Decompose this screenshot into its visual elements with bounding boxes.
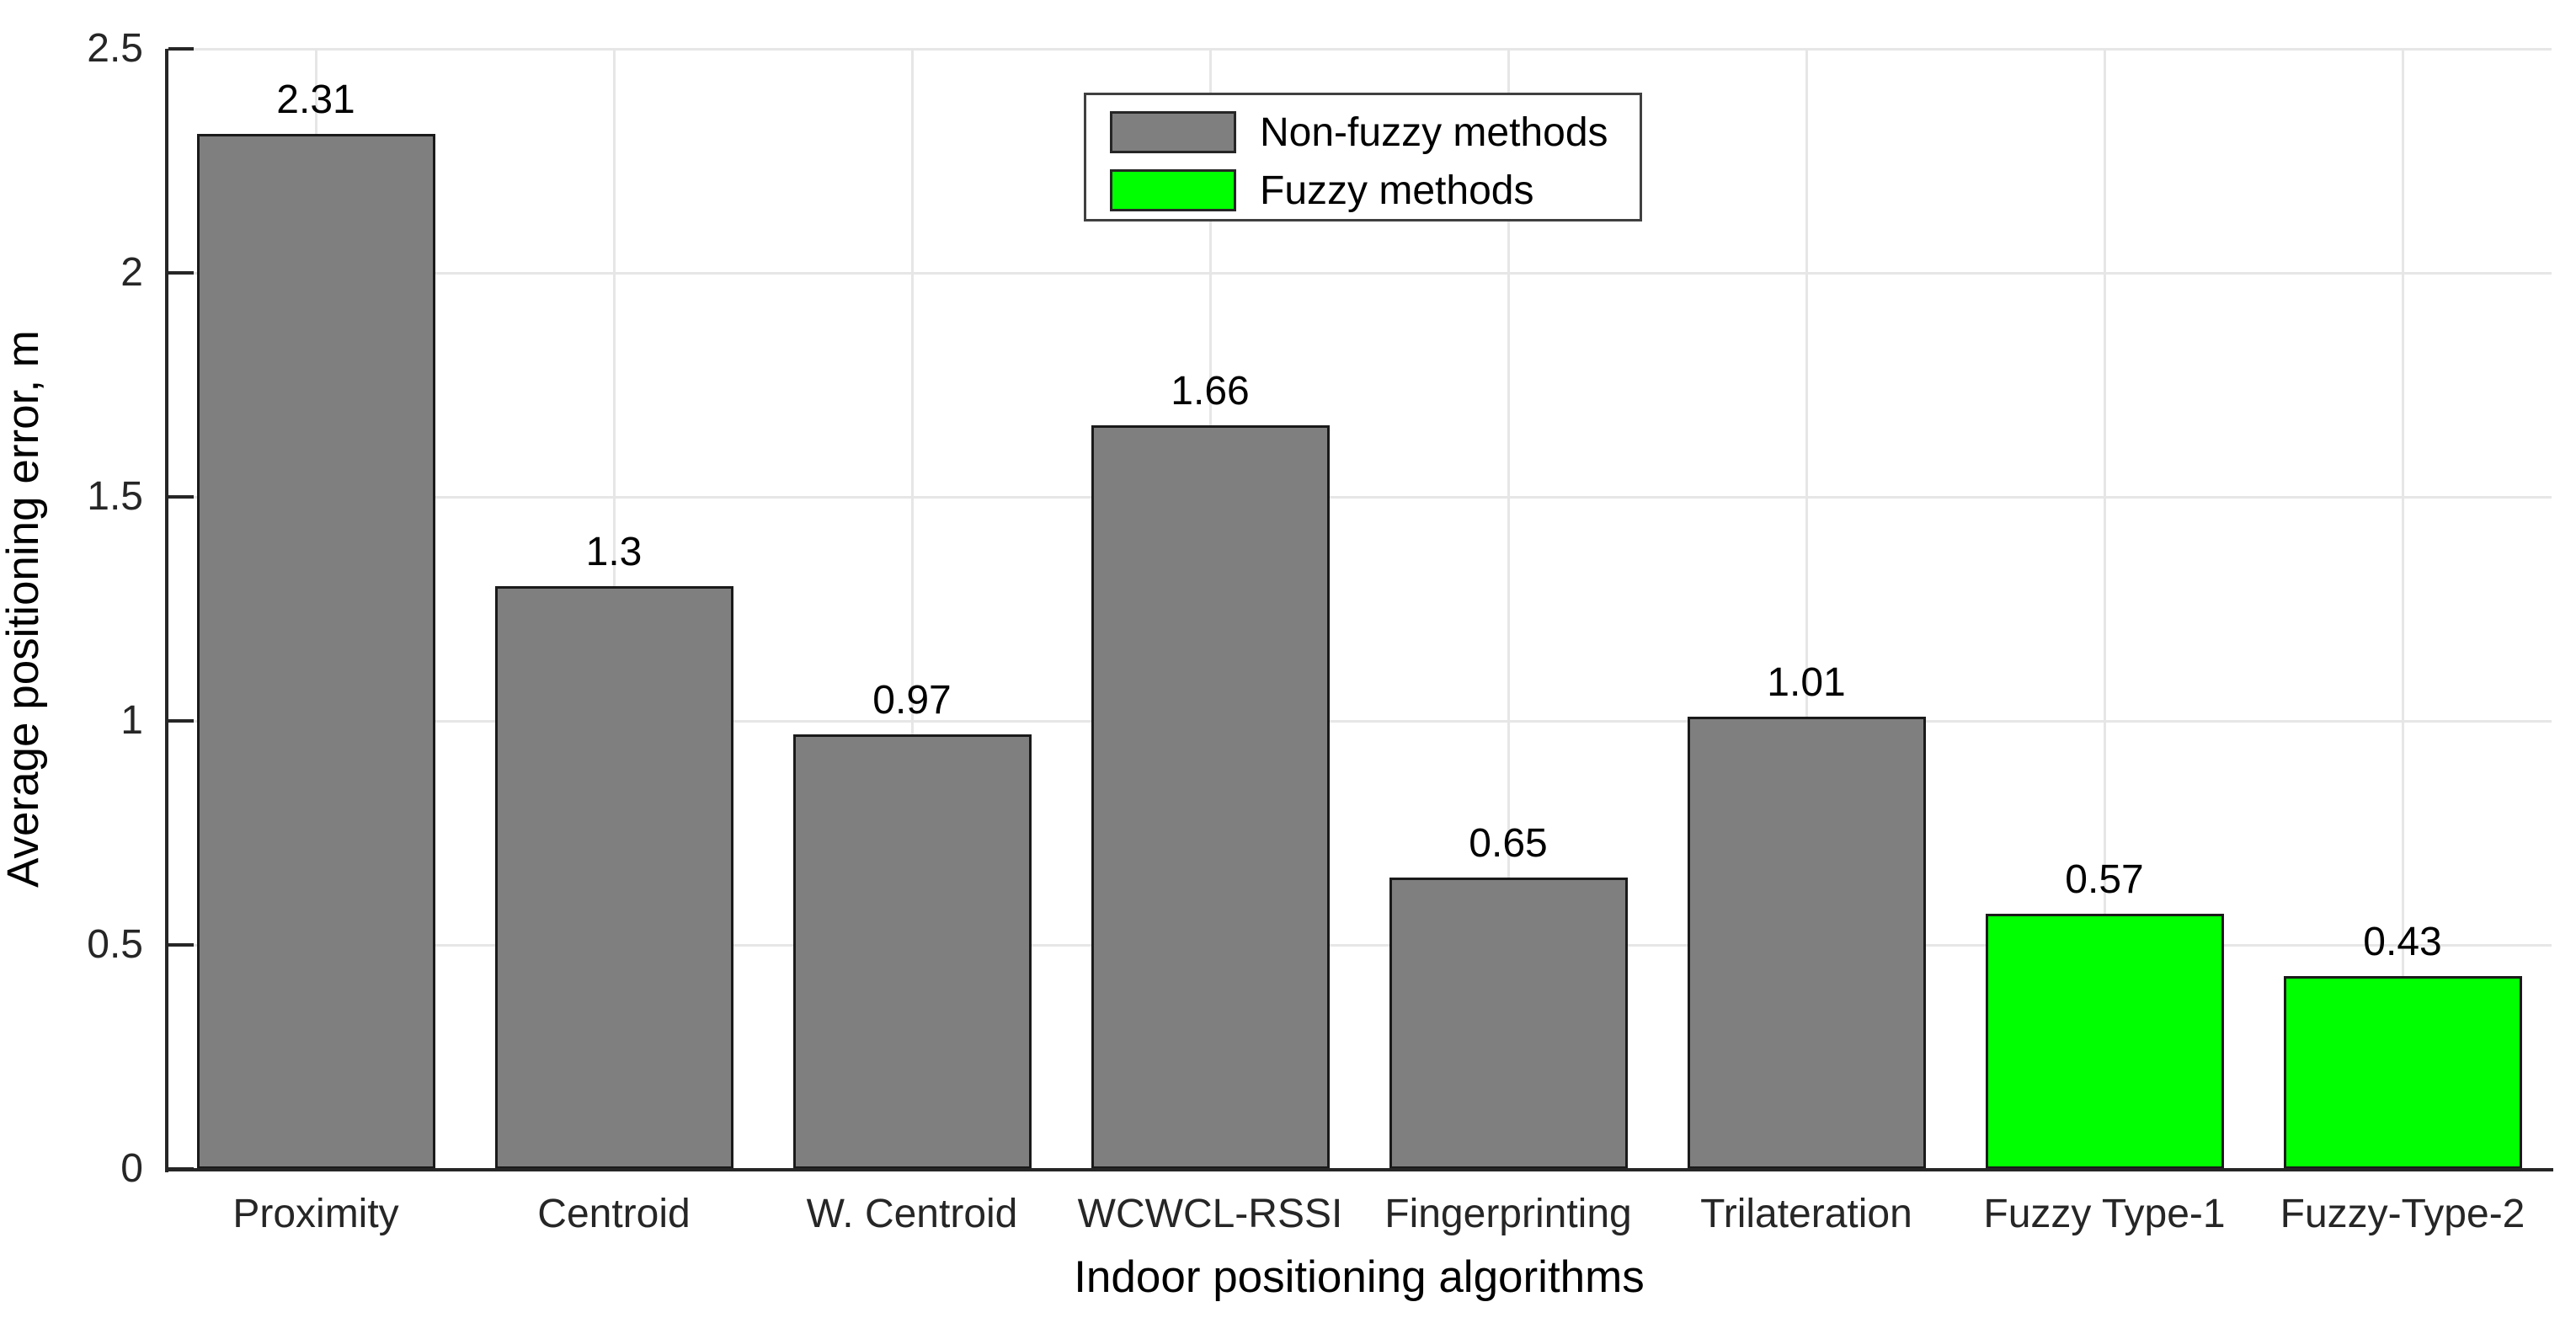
bar-fuzzy-type-1 [1985,913,2224,1169]
x-axis-line [165,1168,2553,1171]
bar-trilateration [1687,716,1926,1169]
gridline-horizontal [167,943,2552,947]
x-axis-title: Indoor positioning algorithms [1074,1252,1645,1302]
gridline-vertical [1507,49,1510,1169]
x-tick-label: W. Centroid [806,1192,1018,1236]
y-tick-label: 0 [120,1146,143,1191]
bar-value-label: 0.43 [2363,920,2442,965]
legend-entry-fuzzy-methods: Fuzzy methods [1110,167,1533,214]
bar-centroid [494,586,733,1169]
legend-label: Non-fuzzy methods [1260,109,1608,155]
gridline-vertical [2401,49,2404,1169]
legend-entry-non-fuzzy-methods: Non-fuzzy methods [1110,109,1608,156]
legend-swatch-fuzzy-methods [1110,169,1236,211]
y-tick-mark [168,943,194,947]
gridline-horizontal [167,495,2552,499]
y-axis-title: Average positioning error, m [0,330,48,888]
y-tick-mark [168,47,194,51]
gridline-horizontal [167,47,2552,51]
y-tick-label: 1.5 [87,474,143,519]
bar-value-label: 1.01 [1767,659,1846,705]
gridline-vertical [2103,49,2106,1169]
bar-w-centroid [792,734,1032,1169]
gridline-horizontal [167,271,2552,275]
bar-value-label: 0.97 [872,677,952,723]
y-tick-label: 1 [120,698,143,743]
y-tick-mark [168,719,194,723]
y-tick-mark [168,495,194,499]
legend: Non-fuzzy methods Fuzzy methods [1084,93,1642,221]
gridline-horizontal [167,719,2552,723]
bar-value-label: 1.66 [1171,368,1250,414]
x-tick-label: WCWCL-RSSI [1077,1192,1343,1236]
x-tick-label: Fingerprinting [1384,1192,1632,1236]
gridline-vertical [910,49,914,1169]
legend-label: Fuzzy methods [1260,168,1534,213]
x-tick-label: Centroid [537,1192,691,1236]
x-tick-label: Fuzzy-Type-2 [2280,1192,2525,1236]
y-tick-label: 2 [120,250,143,295]
y-axis-line [165,49,168,1172]
x-tick-label: Fuzzy Type-1 [1983,1192,2226,1236]
bar-value-label: 0.65 [1469,821,1548,867]
bar-wcwcl-rssi [1091,424,1330,1169]
bar-value-label: 0.57 [2065,856,2144,902]
y-tick-label: 0.5 [87,922,143,967]
bar-value-label: 1.3 [585,530,643,575]
legend-swatch-non-fuzzy-methods [1110,111,1236,153]
bar-value-label: 2.31 [276,77,355,123]
bar-proximity [196,134,435,1169]
x-tick-label: Trilateration [1700,1192,1912,1236]
x-tick-label: Proximity [232,1192,399,1236]
y-tick-label: 2.5 [87,26,143,71]
bar-fuzzy-type-2 [2283,976,2522,1169]
gridline-vertical [1805,49,1808,1169]
y-tick-mark [168,271,194,275]
bar-fingerprinting [1389,878,1628,1169]
